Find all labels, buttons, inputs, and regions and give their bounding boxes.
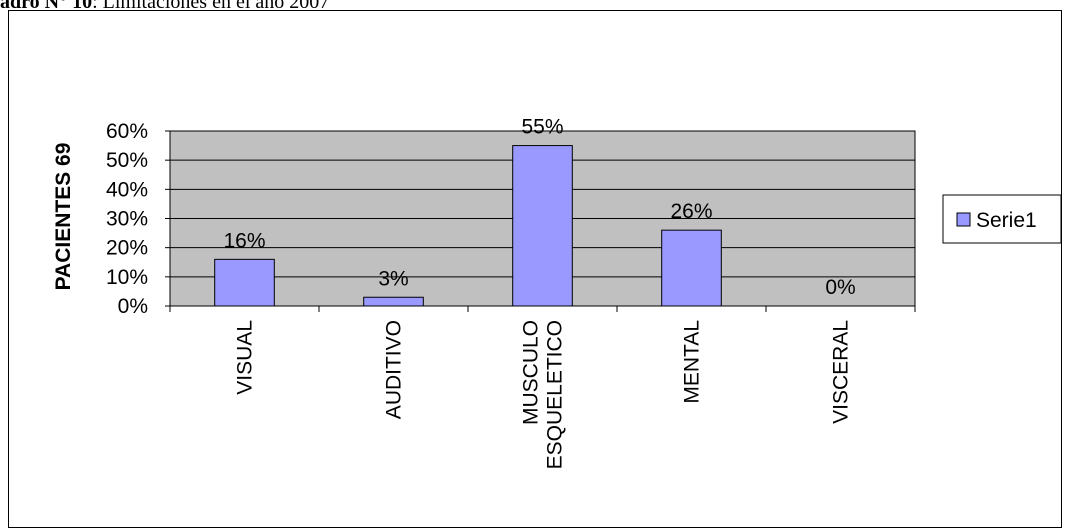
axes: [165, 130, 916, 312]
legend-label-serie1: Serie1: [976, 209, 1037, 232]
bar-auditivo: [363, 296, 424, 307]
data-label: 3%: [378, 267, 408, 290]
figure-caption: adro N° 10: Limitaciones en el año 2007: [0, 0, 329, 13]
y-tick-label: 0%: [118, 295, 148, 318]
y-tick-label: 20%: [106, 237, 148, 260]
caption-prefix: adro N° 10: [0, 0, 93, 13]
bar-musculo-esqueletico: [512, 145, 573, 307]
y-tick-label: 10%: [106, 266, 148, 289]
x-category-label: ESQUELETICO: [544, 320, 567, 469]
bar-visual: [214, 258, 275, 307]
x-category-label: MUSCULO: [520, 320, 543, 425]
x-category-label: VISCERAL: [830, 320, 853, 424]
x-category-label: AUDITIVO: [383, 320, 406, 419]
data-label: 16%: [223, 229, 265, 252]
y-tick-label: 50%: [106, 149, 148, 172]
caption-text: : Limitaciones en el año 2007: [92, 0, 330, 13]
x-category-label: VISUAL: [234, 320, 257, 395]
data-label: 55%: [521, 116, 563, 139]
data-label: 0%: [825, 276, 855, 299]
x-category-label: MENTAL: [681, 320, 704, 404]
y-tick-label: 40%: [106, 178, 148, 201]
data-label: 26%: [670, 200, 712, 223]
y-axis-title: PACIENTES 69: [52, 143, 75, 291]
legend: Serie1: [942, 194, 1062, 244]
bar-mental: [661, 229, 722, 307]
legend-swatch-serie1: [956, 212, 971, 227]
y-tick-label: 60%: [106, 120, 148, 143]
bars: [214, 145, 722, 307]
y-tick-label: 30%: [106, 208, 148, 231]
labels: 0% 10% 20% 30% 40% 50% 60% 16% VISUAL 3% AUDITIVO 5…: [106, 116, 856, 470]
